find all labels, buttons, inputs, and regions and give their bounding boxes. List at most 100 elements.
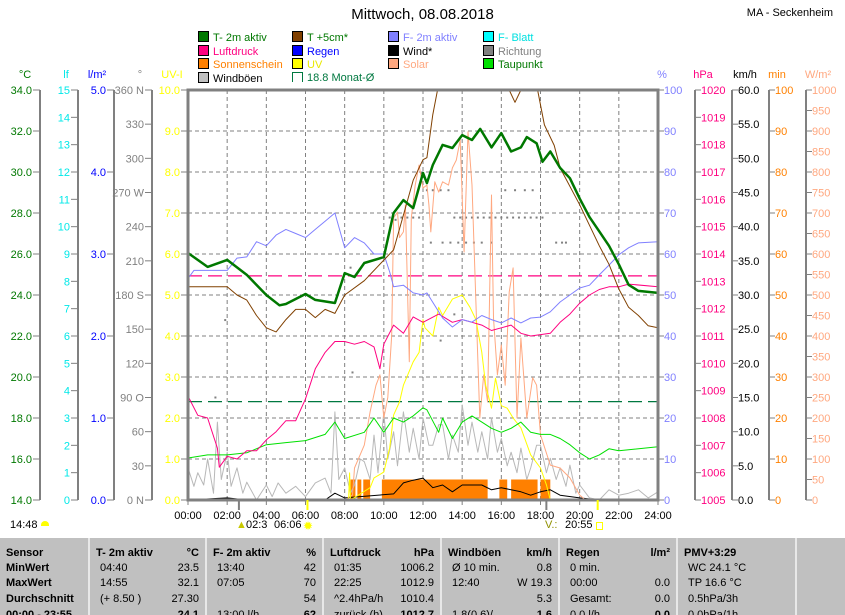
direction-dot [476, 216, 479, 219]
table-value: 5.3 [536, 593, 552, 605]
axis-tick-label: 20.0 [738, 358, 759, 370]
direction-dot [564, 241, 567, 244]
axis-tick-label: 1007 [701, 440, 725, 452]
table-header-unit: °C [186, 547, 199, 559]
axis-tick-label: 100 [812, 454, 830, 466]
table-header-unit: l/m² [650, 547, 670, 559]
axis-tick-label: 30.0 [738, 290, 759, 302]
axis-tick-label: 2.0 [91, 331, 106, 343]
axis-tick-label: 1013 [701, 276, 725, 288]
axis-tick-label: 180 S [115, 290, 144, 302]
axis-tick-label: 5.0 [91, 85, 106, 97]
direction-dot [480, 241, 483, 244]
axis-tick-label: 100 [664, 85, 682, 97]
legend-swatch [483, 44, 494, 56]
direction-dot [453, 216, 456, 219]
axis-tick-label: 1006 [701, 468, 725, 480]
axis-tick-label: 70 [775, 208, 787, 220]
axis-tick-label: 100 [775, 85, 793, 97]
direction-dot [506, 216, 509, 219]
direction-dot [465, 241, 468, 244]
table-value: W 19.3 [517, 577, 552, 589]
moonrise-arrow-icon: ▲ [236, 519, 247, 531]
axis-tick-label: 35.0 [738, 256, 759, 268]
axis-tick-label: 270 W [112, 188, 144, 200]
direction-dot [517, 216, 520, 219]
table-value: 1010.4 [400, 593, 434, 605]
legend-swatch [198, 58, 209, 69]
direction-dot [224, 319, 227, 322]
table-column-sensor: Sensor MinWert MaxWert Durchschnitt 00:00 - … [0, 538, 88, 615]
x-tick-label: 04:00 [253, 510, 281, 522]
table-value: 32.1 [177, 577, 199, 589]
axis-tick-label: 30.0 [11, 167, 32, 179]
axis-tick-label: 3.0 [91, 249, 106, 261]
axis-tick-label: 850 [812, 147, 830, 159]
table-cell: zurück (h) [334, 609, 383, 615]
axis-tick-label: 1005 [701, 495, 725, 507]
direction-dot [555, 241, 558, 244]
table-cell: 13:00 l/h [217, 609, 260, 615]
direction-dot [490, 241, 493, 244]
table-header: F- 2m aktiv [213, 547, 271, 559]
legend-swatch [388, 44, 399, 56]
sunshine-bar [381, 479, 488, 500]
direction-dot [439, 189, 442, 192]
legend-item: UV [292, 58, 322, 71]
direction-dot [465, 216, 468, 219]
table-column: PMV+3:29 WC 24.1 °C TP 16.6 °C 0.5hPa/3h 0.0… [676, 538, 797, 615]
table-cell: 0 min. [570, 562, 600, 574]
axis-tick-label: 500 [812, 290, 830, 302]
axis-tick-label: 1010 [701, 358, 725, 370]
axis-tick-label: 3.0 [165, 372, 180, 384]
row-label: MinWert [6, 562, 50, 574]
table-cell: WC 24.1 °C [688, 562, 747, 574]
sunrise-sun-icon: ✹ [303, 519, 314, 533]
x-tick-label: 22:00 [605, 510, 633, 522]
legend-swatch [483, 58, 494, 69]
table-header-unit: hPa [413, 547, 434, 559]
axis-tick-label: 60 [775, 249, 787, 261]
axis-tick-label: 50.0 [738, 153, 759, 165]
direction-dot [351, 371, 354, 374]
axis-tick-label: 210 [126, 256, 144, 268]
legend-label: Sonnenschein [213, 59, 283, 71]
direction-dot [412, 216, 415, 219]
direction-dot [439, 339, 442, 342]
table-cell: 07:05 [217, 577, 245, 589]
direction-dot [394, 218, 397, 221]
axis-tick-label: 750 [812, 188, 830, 200]
direction-dot [482, 216, 485, 219]
legend-item: Sonnenschein [198, 58, 283, 71]
legend-item: 18.8 Monat-Ø [292, 71, 374, 85]
axis-tick-label: 20.0 [11, 372, 32, 384]
direction-dot [561, 241, 564, 244]
x-tick-label: 12:00 [409, 510, 437, 522]
table-value: 70 [303, 577, 316, 589]
axis-tick-label: 0 [775, 495, 781, 507]
axis-tick-label: 9 [64, 249, 70, 261]
sunshine-bar [499, 479, 508, 500]
legend-label: Richtung [498, 45, 542, 58]
sunshine-bar [511, 479, 538, 500]
axis-unit-hum: % [657, 69, 667, 81]
axis-tick-label: 90 O [120, 393, 144, 405]
axis-tick-label: 40 [664, 331, 676, 343]
axis-tick-label: 14.0 [11, 495, 32, 507]
table-column: Luftdruck hPa 01:35 1006.2 22:25 1012.9 ^2.4hP… [322, 538, 442, 615]
x-tick-label: 14:00 [448, 510, 476, 522]
axis-tick-label: 30 [664, 372, 676, 384]
table-header: Sensor [6, 547, 44, 559]
axis-tick-label: 60 [664, 249, 676, 261]
direction-dot [494, 216, 497, 219]
axis-tick-label: 1016 [701, 194, 725, 206]
direction-dot [470, 216, 473, 219]
axis-tick-label: 9.0 [165, 126, 180, 138]
axis-tick-label: 1 [64, 468, 70, 480]
row-label: Durchschnitt [6, 593, 74, 605]
table-cell: 14:55 [100, 577, 128, 589]
axis-tick-label: 0 N [127, 495, 144, 507]
axis-tick-label: 10.0 [159, 85, 180, 97]
axis-tick-label: 2 [64, 440, 70, 452]
table-value: 1.6 [536, 609, 552, 615]
